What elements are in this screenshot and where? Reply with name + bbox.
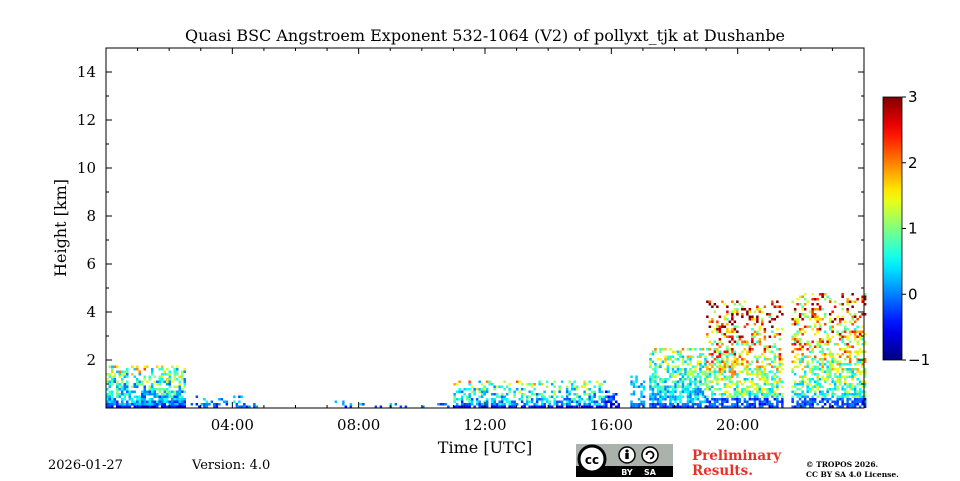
sa-label: SA [644, 468, 657, 477]
heatmap-region [791, 293, 867, 408]
copyright-notice: © TROPOS 2026. CC BY SA 4.0 License. [806, 460, 899, 480]
heatmap-region [106, 365, 186, 408]
copyright-line-2: CC BY SA 4.0 License. [806, 470, 899, 479]
footer-date: 2026-01-27 [48, 458, 123, 473]
y-tick-label: 4 [86, 303, 96, 321]
heatmap-region [649, 348, 707, 408]
chart-title: Quasi BSC Angstroem Exponent 532-1064 (V… [185, 26, 785, 45]
y-tick-label: 6 [86, 255, 96, 273]
heatmap-region [706, 300, 784, 408]
heatmap-field [106, 293, 867, 408]
cc-icon: cc [585, 453, 599, 467]
preliminary-line-2: Results. [692, 463, 753, 479]
x-tick-label: 04:00 [211, 416, 254, 434]
plot-frame [105, 47, 865, 409]
heatmap-region [453, 380, 606, 408]
cc-license-badge: cc BY SA [576, 444, 673, 477]
y-tick-label: 14 [77, 63, 96, 81]
x-axis: 04:00 08:00 12:00 16:00 20:00 [105, 48, 865, 434]
colorbar: −1 0 1 2 3 [882, 88, 930, 369]
footer-version: Version: 4.0 [192, 458, 271, 473]
heatmap-region [334, 400, 450, 408]
x-tick-label: 16:00 [590, 416, 633, 434]
copyright-line-1: © TROPOS 2026. [806, 460, 879, 469]
y-axis: 2 4 6 8 10 12 14 [77, 63, 864, 385]
heatmap-region [605, 390, 620, 408]
x-tick-label: 08:00 [337, 416, 380, 434]
y-tick-label: 12 [77, 111, 96, 129]
y-tick-label: 10 [77, 159, 96, 177]
heatmap-region [190, 395, 259, 408]
by-label: BY [621, 468, 633, 477]
y-axis-label: Height [km] [51, 179, 70, 277]
colorbar-tick-label: 2 [908, 154, 918, 172]
preliminary-line-1: Preliminary [692, 448, 782, 464]
x-axis-label: Time [UTC] [438, 438, 532, 457]
colorbar-tick-label: 0 [908, 285, 918, 303]
colorbar-tick-label: −1 [908, 351, 930, 369]
sa-icon [641, 446, 659, 464]
colorbar-tick-label: 3 [908, 88, 918, 106]
preliminary-notice: Preliminary Results. [692, 449, 781, 479]
y-tick-label: 8 [86, 207, 96, 225]
x-tick-label: 12:00 [463, 416, 506, 434]
x-tick-label: 20:00 [716, 416, 759, 434]
y-tick-label: 2 [86, 351, 96, 369]
heatmap-region [630, 375, 646, 408]
colorbar-tick-label: 1 [908, 220, 918, 238]
colorbar-gradient [882, 96, 903, 361]
